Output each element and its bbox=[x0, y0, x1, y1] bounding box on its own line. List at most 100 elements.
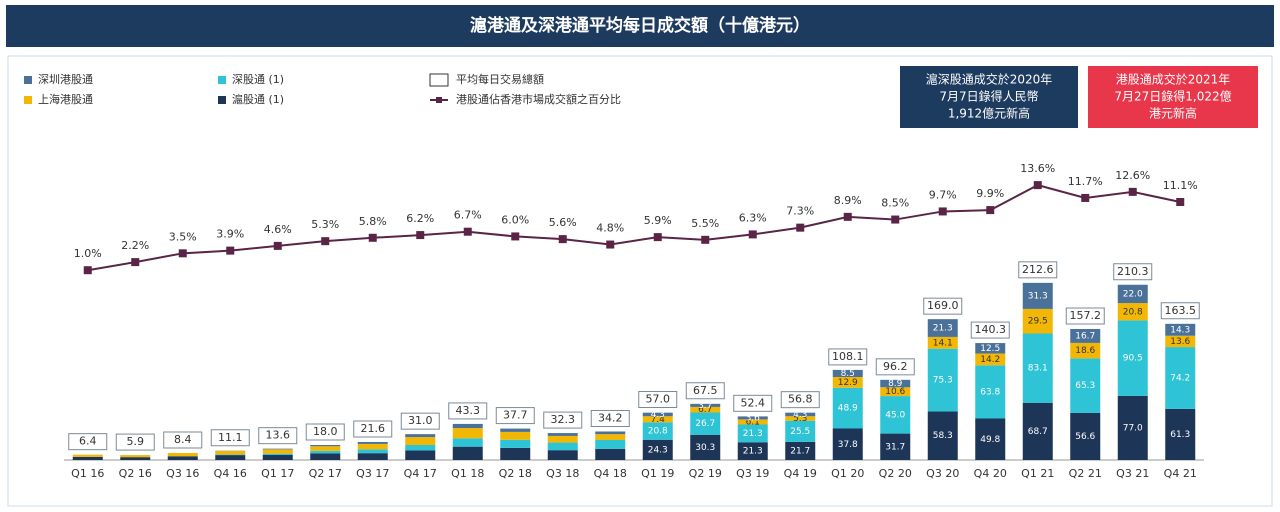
bar-segment bbox=[737, 442, 768, 460]
data-label: 61.3 bbox=[1170, 430, 1190, 440]
bar-segment bbox=[1070, 329, 1101, 343]
bar-segment bbox=[785, 441, 816, 460]
legend-swatch bbox=[218, 76, 226, 84]
total-label: 43.3 bbox=[456, 404, 481, 417]
bar-segment bbox=[1070, 342, 1101, 359]
bar-segment bbox=[500, 439, 531, 448]
total-box bbox=[163, 431, 203, 449]
total-label: 140.3 bbox=[975, 323, 1007, 336]
bar-segment bbox=[310, 453, 341, 460]
line-marker bbox=[843, 212, 852, 221]
data-label: 21.7 bbox=[790, 446, 810, 456]
bar-segment bbox=[1117, 303, 1148, 321]
total-label: 157.2 bbox=[1070, 309, 1102, 322]
data-label: 30.3 bbox=[695, 443, 715, 453]
line-marker bbox=[606, 240, 615, 249]
bar-segment bbox=[357, 449, 388, 454]
bar-segment bbox=[785, 416, 816, 421]
bar-segment bbox=[690, 434, 721, 460]
total-box bbox=[68, 433, 108, 451]
legend-swatch bbox=[24, 76, 32, 84]
bar-segment bbox=[167, 453, 198, 457]
bar-segment bbox=[452, 446, 483, 460]
data-label: 5.9% bbox=[644, 214, 672, 227]
total-box bbox=[970, 321, 1010, 339]
data-label: 26.7 bbox=[695, 419, 715, 429]
data-label: 6.1 bbox=[746, 417, 760, 427]
legend-label: 平均每日交易總額 bbox=[456, 72, 544, 86]
x-tick-label: Q2 17 bbox=[309, 467, 342, 480]
total-box bbox=[1113, 263, 1153, 281]
annotation-text: 港股通成交於2021年 bbox=[1116, 72, 1231, 87]
bar-segment bbox=[595, 434, 626, 440]
total-box bbox=[1160, 302, 1200, 320]
line-marker bbox=[748, 230, 757, 239]
annotation-text: 7月27日錄得1,022億 bbox=[1114, 89, 1231, 104]
line-marker bbox=[463, 227, 472, 236]
data-label: 21.3 bbox=[933, 324, 953, 334]
total-label: 67.5 bbox=[693, 384, 718, 397]
line-marker bbox=[416, 231, 425, 240]
data-label: 37.8 bbox=[838, 440, 858, 450]
total-label: 32.3 bbox=[551, 413, 576, 426]
data-label: 90.5 bbox=[1123, 354, 1143, 364]
bar-segment bbox=[927, 411, 958, 460]
bar-segment bbox=[737, 424, 768, 443]
bar-segment bbox=[1165, 335, 1196, 348]
total-label: 52.4 bbox=[741, 396, 766, 409]
total-box bbox=[258, 427, 298, 445]
data-label: 3.5% bbox=[169, 230, 197, 243]
data-label: 6.2% bbox=[406, 212, 434, 225]
bar-segment bbox=[547, 433, 578, 436]
data-label: 13.6% bbox=[1020, 162, 1055, 175]
total-box bbox=[353, 420, 393, 438]
bar-segment bbox=[1022, 282, 1053, 309]
data-label: 63.8 bbox=[980, 387, 1000, 397]
legend-swatch bbox=[429, 73, 449, 87]
data-label: 21.3 bbox=[743, 429, 763, 439]
data-label: 58.3 bbox=[933, 431, 953, 441]
line-marker bbox=[558, 235, 567, 244]
legend-label: 深股通 (1) bbox=[232, 73, 284, 86]
bar-segment bbox=[357, 453, 388, 460]
total-label: 34.2 bbox=[598, 412, 623, 425]
data-label: 6.3% bbox=[739, 211, 767, 224]
data-label: 3.7 bbox=[698, 401, 712, 411]
x-tick-label: Q3 20 bbox=[926, 467, 959, 480]
data-label: 12.9 bbox=[838, 378, 858, 388]
legend-swatch bbox=[218, 96, 226, 104]
x-tick-label: Q4 20 bbox=[974, 467, 1007, 480]
bar-segment bbox=[975, 343, 1006, 354]
line-marker bbox=[368, 233, 377, 242]
bar-segment bbox=[405, 445, 436, 451]
data-label: 4.3 bbox=[651, 410, 665, 420]
legend-label: 上海港股通 bbox=[38, 92, 93, 106]
legend-swatch bbox=[436, 97, 442, 103]
total-label: 18.0 bbox=[313, 425, 338, 438]
bar-segment bbox=[262, 455, 293, 460]
data-label: 22.0 bbox=[1123, 289, 1143, 299]
data-label: 9.7% bbox=[929, 188, 957, 201]
bar-segment bbox=[832, 369, 863, 377]
line-marker bbox=[796, 223, 805, 232]
data-label: 83.1 bbox=[1028, 364, 1048, 374]
legend-swatch bbox=[24, 96, 32, 104]
bar-segment bbox=[500, 431, 531, 440]
line-marker bbox=[701, 235, 710, 244]
data-label: 14.3 bbox=[1170, 325, 1190, 335]
data-label: 20.8 bbox=[648, 427, 668, 437]
x-tick-label: Q3 17 bbox=[356, 467, 389, 480]
bar-segment bbox=[452, 428, 483, 439]
line-marker bbox=[178, 249, 187, 258]
bar-segment bbox=[120, 455, 151, 458]
line-marker bbox=[1176, 197, 1185, 206]
data-label: 6.7% bbox=[454, 209, 482, 222]
bar-segment bbox=[310, 450, 341, 454]
data-label: 75.3 bbox=[933, 376, 953, 386]
data-label: 24.3 bbox=[648, 445, 668, 455]
total-box bbox=[448, 402, 488, 420]
data-label: 6.0% bbox=[501, 213, 529, 226]
bar-segment bbox=[310, 445, 341, 447]
data-label: 10.6 bbox=[885, 387, 905, 397]
annotation-text: 滬深股通成交於2020年 bbox=[926, 72, 1053, 87]
